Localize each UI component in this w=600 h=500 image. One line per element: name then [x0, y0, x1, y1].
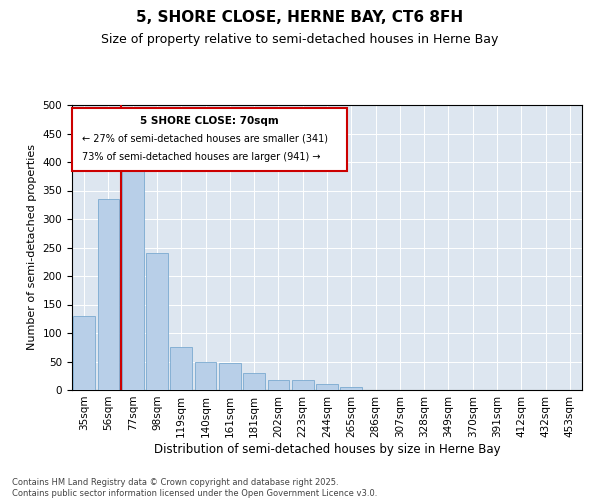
- Bar: [97, 199, 119, 390]
- Bar: [340, 387, 362, 390]
- FancyBboxPatch shape: [72, 108, 347, 170]
- Bar: [73, 316, 95, 390]
- Bar: [292, 380, 314, 390]
- Text: 73% of semi-detached houses are larger (941) →: 73% of semi-detached houses are larger (…: [82, 152, 320, 162]
- Bar: [316, 384, 338, 390]
- Bar: [194, 362, 217, 390]
- Bar: [170, 347, 192, 390]
- Text: Contains HM Land Registry data © Crown copyright and database right 2025.
Contai: Contains HM Land Registry data © Crown c…: [12, 478, 377, 498]
- Bar: [219, 362, 241, 390]
- Bar: [146, 253, 168, 390]
- Text: 5, SHORE CLOSE, HERNE BAY, CT6 8FH: 5, SHORE CLOSE, HERNE BAY, CT6 8FH: [136, 10, 464, 25]
- X-axis label: Distribution of semi-detached houses by size in Herne Bay: Distribution of semi-detached houses by …: [154, 442, 500, 456]
- Text: Size of property relative to semi-detached houses in Herne Bay: Size of property relative to semi-detach…: [101, 32, 499, 46]
- Text: 5 SHORE CLOSE: 70sqm: 5 SHORE CLOSE: 70sqm: [140, 116, 279, 126]
- Bar: [268, 380, 289, 390]
- Text: ← 27% of semi-detached houses are smaller (341): ← 27% of semi-detached houses are smalle…: [82, 133, 328, 143]
- Bar: [243, 373, 265, 390]
- Bar: [122, 168, 143, 390]
- Y-axis label: Number of semi-detached properties: Number of semi-detached properties: [27, 144, 37, 350]
